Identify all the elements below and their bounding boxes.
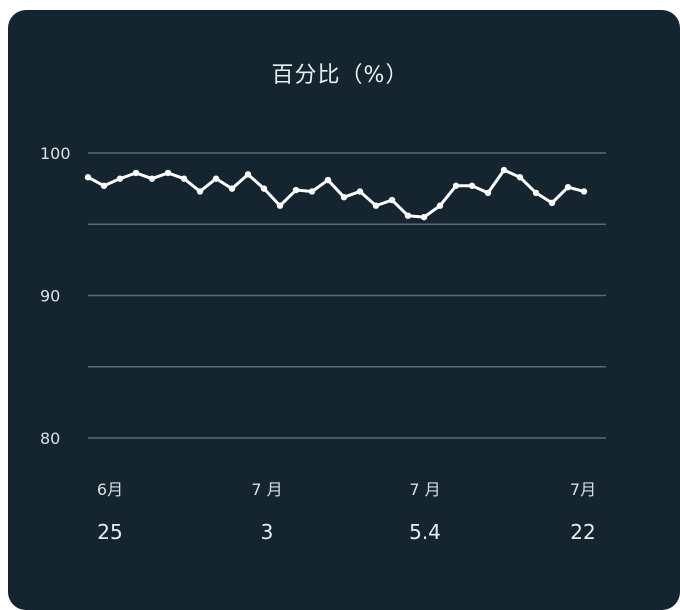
data-point: [260, 185, 268, 192]
x-tick-day-label: 22: [570, 520, 595, 544]
y-tick-label: 90: [40, 287, 60, 306]
series-line: [87, 168, 585, 219]
data-point: [324, 176, 332, 184]
x-tick-month-label: 7 月: [409, 480, 440, 499]
data-point: [372, 202, 380, 209]
data-point: [436, 202, 444, 209]
x-tick-month-label: 7 月: [251, 480, 282, 499]
data-point: [84, 174, 92, 181]
data-point: [452, 182, 460, 189]
data-point: [276, 202, 284, 209]
x-tick-month-label: 6月: [97, 480, 123, 499]
data-point: [180, 175, 188, 182]
data-point: [196, 188, 204, 195]
data-point: [548, 199, 556, 207]
data-point: [500, 166, 508, 174]
data-point: [100, 182, 108, 189]
data-point: [228, 185, 236, 192]
data-point: [340, 193, 348, 201]
data-point: [468, 182, 476, 189]
data-point: [532, 189, 540, 197]
data-point: [116, 175, 124, 182]
data-point: [356, 188, 364, 195]
x-tick-day-label: 3: [261, 520, 274, 544]
x-tick-month-label: 7月: [570, 480, 596, 499]
data-point: [244, 171, 252, 178]
data-point: [420, 213, 428, 221]
data-point: [388, 196, 396, 204]
chart-title: 百分比（%）: [271, 63, 409, 88]
data-point: [484, 189, 492, 197]
data-point: [580, 188, 588, 195]
data-point: [132, 169, 140, 177]
data-point: [164, 169, 172, 177]
data-point: [148, 175, 156, 182]
data-point: [404, 212, 412, 219]
data-point: [564, 184, 572, 191]
data-point: [516, 174, 524, 181]
data-point: [308, 188, 316, 195]
x-tick-day-label: 5.4: [409, 520, 441, 544]
x-tick-day-label: 25: [97, 520, 122, 544]
chart-card: [8, 10, 680, 610]
data-point: [212, 175, 220, 182]
y-tick-label: 80: [40, 429, 60, 448]
y-tick-label: 100: [40, 144, 71, 163]
data-point: [292, 186, 300, 194]
